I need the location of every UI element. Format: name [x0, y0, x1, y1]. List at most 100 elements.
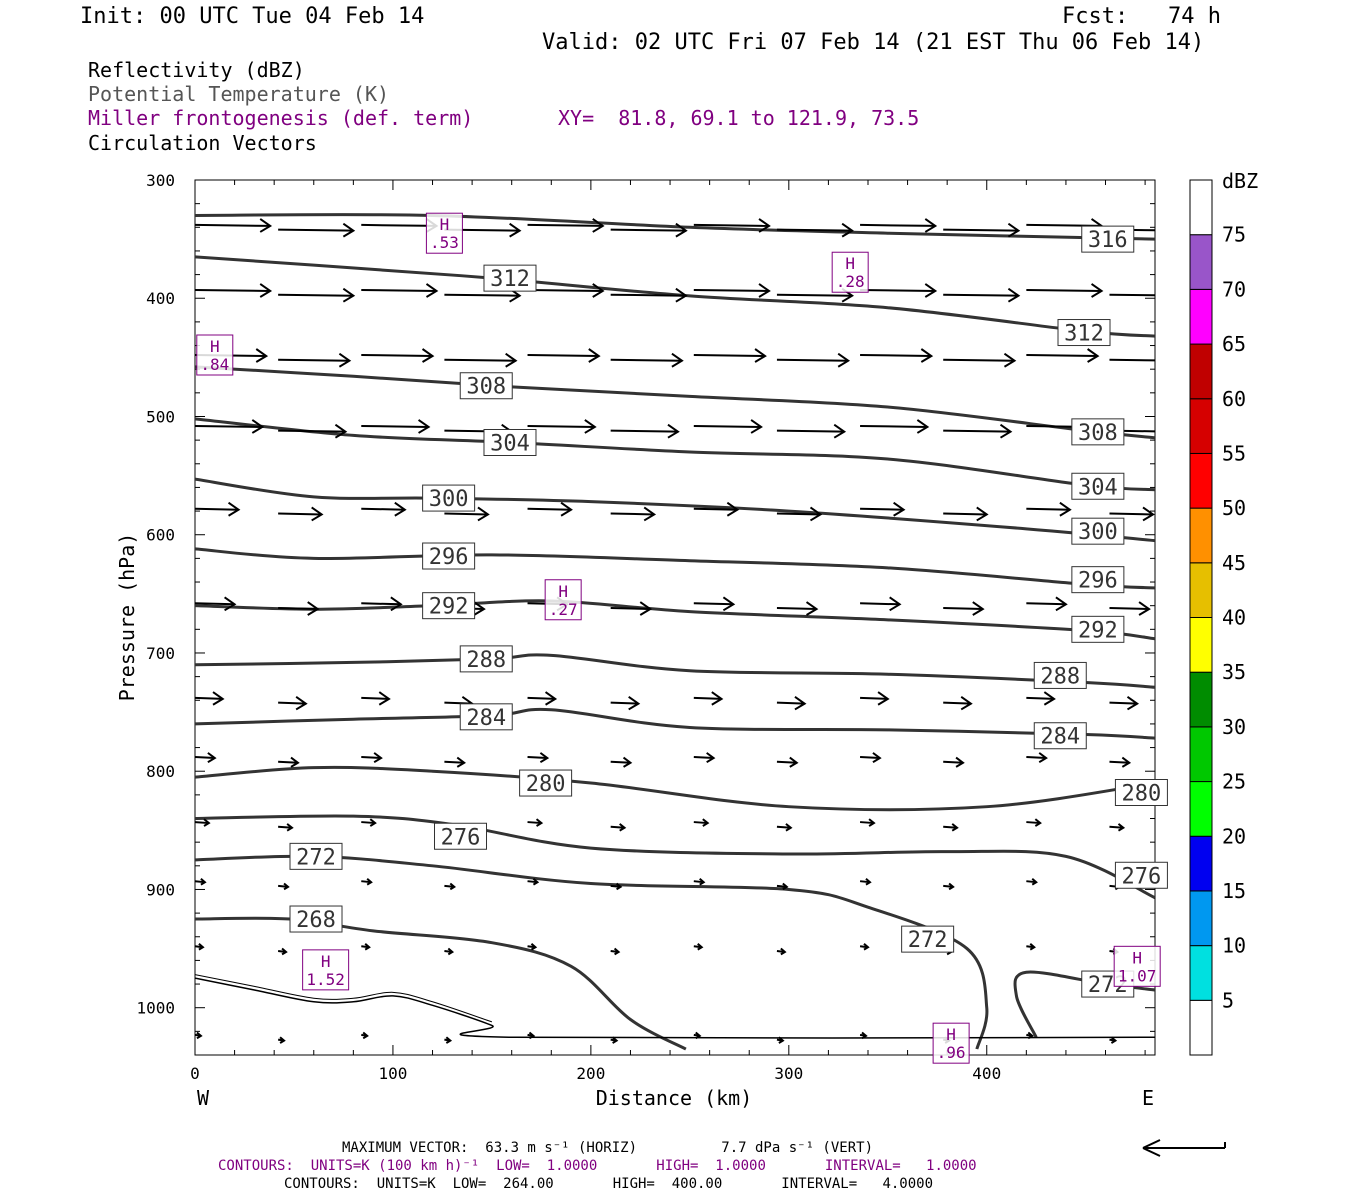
vector-arrow-head [1087, 348, 1100, 363]
contour-label-box [434, 822, 488, 850]
vector-arrow-head [224, 596, 237, 612]
contour-label-312: 312 [490, 267, 530, 292]
contour-label-312: 312 [1064, 322, 1104, 347]
vector-arrow [693, 223, 770, 227]
vector-arrow-head [1031, 878, 1038, 886]
vector-arrow-head [1003, 352, 1017, 368]
vector-arrow-head [394, 501, 407, 517]
colorbar-label: 75 [1222, 223, 1246, 247]
vector-arrow [1109, 293, 1155, 297]
vector-arrow-head [711, 691, 724, 706]
vector-arrow-head [667, 423, 680, 439]
frontogenesis-box [1113, 945, 1161, 987]
vector-arrow-head [509, 222, 522, 238]
contour-label-272: 272 [908, 928, 948, 953]
contour-label-box [1071, 472, 1125, 500]
vector-arrow [1026, 602, 1066, 606]
theta-contour-304 [195, 417, 1155, 492]
contour-label-280: 280 [1122, 782, 1162, 807]
y-tick-label: 900 [146, 880, 175, 899]
legend-miller: Miller frontogenesis (def. term) [88, 106, 474, 130]
vector-arrow-head [200, 878, 207, 886]
contour-label-box [459, 372, 513, 400]
vector-arrow [527, 821, 542, 825]
contour-label-box [901, 925, 955, 953]
vector-arrow [1026, 696, 1055, 700]
vector-arrow [943, 358, 1015, 362]
forecast-hour: Fcst: 74 h [1062, 4, 1221, 29]
vector-arrow [361, 821, 376, 825]
vector-arrow-head [1138, 601, 1151, 616]
vector-arrow [943, 293, 1019, 297]
vector-arrow [527, 223, 603, 227]
vector-arrow [361, 507, 405, 511]
frontogenesis-value: .96 [937, 1043, 966, 1062]
x-axis-east-label: E [1142, 1086, 1154, 1110]
vector-arrow [693, 507, 738, 511]
frontogenesis-high-label: H [440, 215, 450, 234]
vector-arrow [943, 760, 964, 764]
vector-arrow-head [456, 756, 466, 768]
vector-arrow-head [364, 943, 371, 951]
colorbar-segment [1189, 835, 1213, 892]
frontogenesis-high-label: H [558, 582, 568, 601]
vector-arrow [943, 429, 1011, 433]
colorbar-unit: dBZ [1222, 169, 1258, 193]
vector-arrow [278, 701, 306, 705]
vector-arrow [1026, 354, 1098, 357]
contour-label-284: 284 [466, 706, 506, 731]
vector-arrow-head [622, 756, 633, 768]
vector-arrow [195, 821, 209, 825]
contour-label-box [483, 264, 537, 292]
x-tick-label: 400 [972, 1064, 1001, 1083]
contour-label-308: 308 [466, 375, 506, 400]
vector-arrow-head [671, 352, 684, 368]
y-axis-label: Pressure (hPa) [115, 533, 139, 702]
vector-arrow-head [841, 222, 854, 238]
plot-frame [194, 179, 1156, 1056]
contour-label-box [1071, 566, 1125, 594]
vector-arrow [693, 354, 766, 357]
colorbar-segment [1189, 343, 1213, 400]
vector-arrow [278, 512, 322, 516]
vector-arrow-head [865, 878, 872, 886]
vector-arrow-head [1007, 287, 1021, 303]
colorbar-label: 30 [1222, 715, 1246, 739]
theta-contour-276 [195, 814, 1155, 900]
vector-arrow-head [366, 878, 373, 886]
vector-arrow-head [697, 943, 704, 951]
contour-label-280: 280 [526, 772, 566, 797]
theta-contour-272 [195, 854, 989, 1050]
frontogenesis-box [196, 334, 234, 376]
contour-label-box [519, 769, 573, 797]
vector-arrow-head [539, 752, 550, 764]
vector-arrow-head [311, 506, 324, 522]
contour-label-box [1081, 225, 1135, 253]
theta-contour-316 [195, 213, 1155, 241]
vector-arrow [1026, 756, 1047, 760]
vector-arrow-head [706, 752, 716, 764]
theta-contour-300 [195, 477, 1155, 543]
vector-arrow-head [675, 287, 688, 303]
vector-arrow-head [1007, 222, 1021, 238]
vector-arrow [943, 607, 983, 611]
vector-arrow [278, 358, 350, 362]
colorbar-label: 60 [1222, 387, 1246, 411]
vector-arrow-head [1117, 823, 1126, 832]
frontogenesis-box [831, 251, 869, 293]
vector-arrow [444, 512, 488, 516]
vector-arrow-head [1175, 224, 1185, 237]
frontogenesis-value: .28 [836, 272, 865, 291]
frontogenesis-high-label: H [1132, 948, 1142, 967]
vector-arrow-head [872, 752, 882, 764]
vector-arrow [361, 424, 429, 428]
vector-arrow [693, 756, 714, 760]
vector-arrow [776, 607, 817, 611]
contour-label-box [1071, 418, 1125, 446]
colorbar-segment [1189, 179, 1213, 236]
vector-arrow [1109, 358, 1155, 362]
vector-arrow-head [1142, 506, 1155, 522]
terrain-line-2 [195, 974, 493, 1023]
vector-arrow-head [780, 947, 787, 956]
vector-arrow-head [1027, 1031, 1034, 1040]
